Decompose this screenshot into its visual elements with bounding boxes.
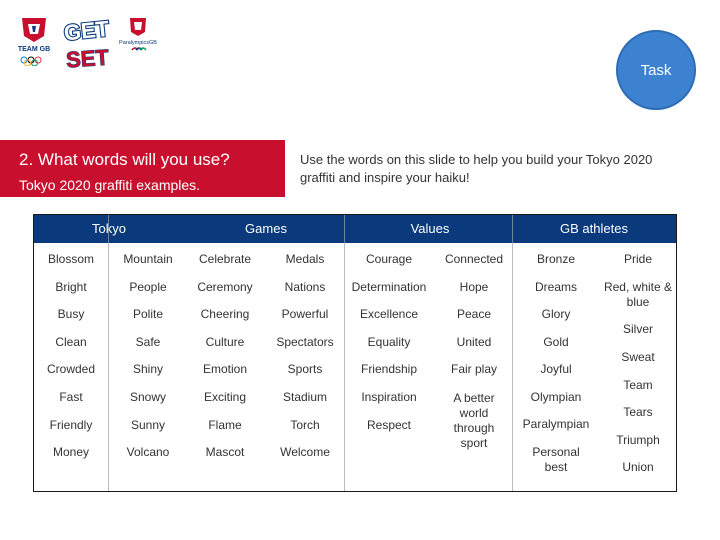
page-subtitle: Tokyo 2020 graffiti examples. xyxy=(19,177,201,193)
svg-text:ParalympicsGB: ParalympicsGB xyxy=(119,40,157,46)
word-cell: Nations xyxy=(284,279,326,294)
word-cell: Cheering xyxy=(200,307,250,322)
word-cell: Friendship xyxy=(360,362,418,377)
word-cell: Safe xyxy=(135,334,161,349)
svg-text:GET: GET xyxy=(63,16,111,46)
word-cell: Culture xyxy=(205,334,245,349)
svg-text:TEAM GB: TEAM GB xyxy=(18,46,50,53)
word-cell: Inspiration xyxy=(361,390,417,404)
instructions-text: Use the words on this slide to help you … xyxy=(300,152,653,185)
word-cell: Olympian xyxy=(530,390,582,404)
word-cell: A better world through sport xyxy=(453,391,495,450)
word-cell: Emotion xyxy=(202,362,248,377)
word-cell: Mascot xyxy=(205,445,245,460)
word-cell: Triumph xyxy=(616,433,660,447)
column-divider xyxy=(344,215,345,491)
word-cell: Team xyxy=(623,378,653,392)
word-cell: Ceremony xyxy=(197,279,253,294)
word-cell: Pride xyxy=(623,252,652,266)
word-cell: Stadium xyxy=(282,390,328,404)
word-cell: Clean xyxy=(55,334,87,349)
word-cell: Union xyxy=(622,460,654,474)
word-cell: Blossom xyxy=(47,252,94,266)
word-cell: Bright xyxy=(55,279,87,294)
word-cell: Sunny xyxy=(130,417,166,432)
word-cell: Connected xyxy=(444,252,504,266)
word-cell: Bronze xyxy=(536,252,576,266)
column-divider xyxy=(512,215,513,491)
word-cell: Paralympian xyxy=(522,417,590,431)
word-cell: Glory xyxy=(541,307,571,322)
word-cell: Courage xyxy=(365,252,413,266)
word-cell: Polite xyxy=(132,307,164,322)
word-cell: Busy xyxy=(57,307,85,322)
word-cell: Flame xyxy=(208,417,242,432)
header-values: Values xyxy=(410,221,450,236)
task-button[interactable]: Task xyxy=(616,30,696,110)
word-cell: Personal best xyxy=(532,445,580,474)
team-gb-logo: TEAM GB xyxy=(18,18,50,66)
column-divider xyxy=(108,215,109,491)
task-button-label: Task xyxy=(640,61,672,79)
get-set-logo: GET SET xyxy=(62,15,112,73)
svg-text:SET: SET xyxy=(65,45,110,73)
word-cell: Torch xyxy=(290,417,320,432)
page-title: 2. What words will you use? xyxy=(19,150,230,169)
word-cell: Equality xyxy=(367,334,411,349)
word-cell: Snowy xyxy=(129,390,167,404)
word-cell: Respect xyxy=(366,417,412,432)
word-cell: Sports xyxy=(287,362,323,377)
word-cell: Hope xyxy=(459,279,489,294)
word-cell: Medals xyxy=(285,252,325,266)
word-cell: People xyxy=(129,279,167,294)
word-cell: Money xyxy=(52,445,90,460)
table-header xyxy=(34,215,676,243)
word-cell: Excellence xyxy=(359,307,419,322)
word-cell: Fair play xyxy=(450,362,497,377)
word-cell: Mountain xyxy=(123,252,173,266)
word-cell: Silver xyxy=(622,322,653,336)
word-cell: Spectators xyxy=(276,334,334,349)
word-cell: Welcome xyxy=(280,445,330,460)
word-cell: Dreams xyxy=(534,279,577,294)
word-cell: Friendly xyxy=(49,417,93,432)
header-gb-athletes: GB athletes xyxy=(560,221,628,236)
word-cell: Exciting xyxy=(203,390,247,404)
word-cell: Celebrate xyxy=(198,252,252,266)
word-table: Tokyo Games Values GB athletes xyxy=(33,214,677,492)
word-cell: Joyful xyxy=(540,362,572,377)
word-cell: Peace xyxy=(456,307,492,322)
word-cell: Crowded xyxy=(46,362,96,377)
paralympics-gb-logo: ParalympicsGB xyxy=(119,18,157,51)
header-games: Games xyxy=(245,221,287,236)
word-cell: Gold xyxy=(543,334,569,349)
word-cell: Powerful xyxy=(281,307,329,322)
word-cell: Shiny xyxy=(132,362,164,377)
word-cell: Sweat xyxy=(621,350,655,364)
word-cell: Red, white & blue xyxy=(603,280,673,309)
word-cell: United xyxy=(456,334,492,349)
word-cell: Volcano xyxy=(126,445,170,460)
header-tokyo: Tokyo xyxy=(92,221,126,236)
word-cell: Tears xyxy=(623,405,653,419)
word-cell: Fast xyxy=(59,390,83,404)
title-box: 2. What words will you use? Tokyo 2020 g… xyxy=(0,140,285,197)
word-cell: Determination xyxy=(351,279,427,294)
